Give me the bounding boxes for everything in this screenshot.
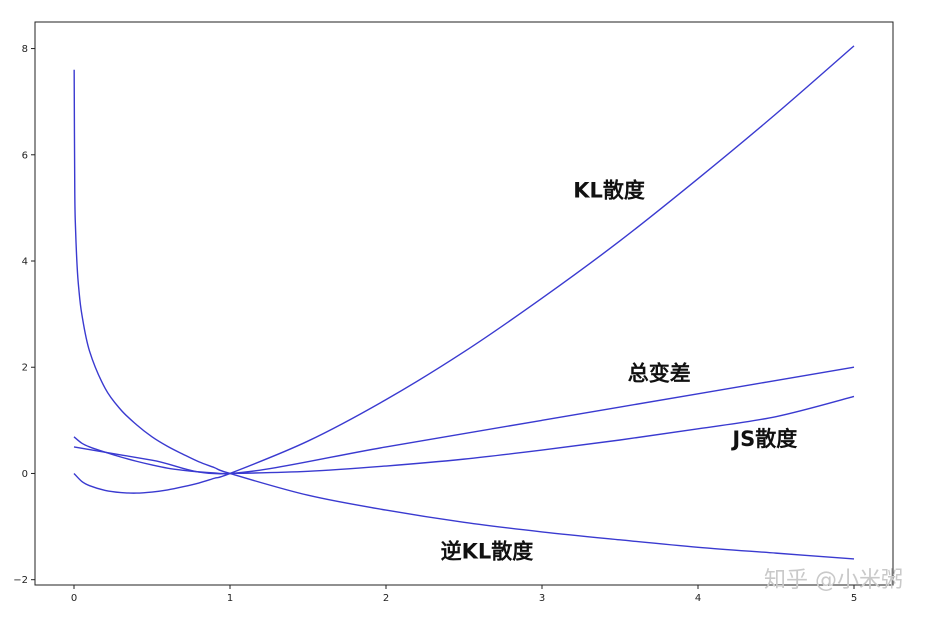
x-tick-label: 5: [851, 593, 857, 604]
y-tick-label: 8: [22, 44, 28, 55]
y-tick-label: −2: [13, 575, 28, 586]
curve-label-4: 逆KL散度: [441, 539, 534, 563]
series-line-1: [73, 45, 855, 494]
x-axis-ticks: 0 1 2 3 4 5: [71, 585, 857, 604]
curve-label-1: KL散度: [573, 178, 645, 202]
x-tick-label: 1: [227, 593, 233, 604]
series-lines: [73, 45, 855, 560]
series-line-3: [73, 366, 855, 475]
y-tick-label: 6: [22, 150, 28, 161]
y-tick-label: 0: [22, 469, 28, 480]
x-tick-label: 0: [71, 593, 77, 604]
series-line-4: [73, 395, 855, 475]
plot-frame: [34, 21, 894, 586]
watermark: 知乎 @小米粥: [764, 568, 903, 593]
x-tick-label: 3: [539, 593, 545, 604]
x-tick-label: 2: [383, 593, 389, 604]
x-tick-label: 4: [695, 593, 701, 604]
series-line-2: [73, 69, 855, 560]
curve-label-2: 总变差: [628, 362, 691, 386]
y-axis-ticks: −2 0 2 4 6 8: [13, 44, 35, 586]
y-tick-label: 2: [22, 363, 28, 374]
curve-label-3: JS散度: [730, 427, 797, 451]
y-tick-label: 4: [22, 257, 28, 268]
